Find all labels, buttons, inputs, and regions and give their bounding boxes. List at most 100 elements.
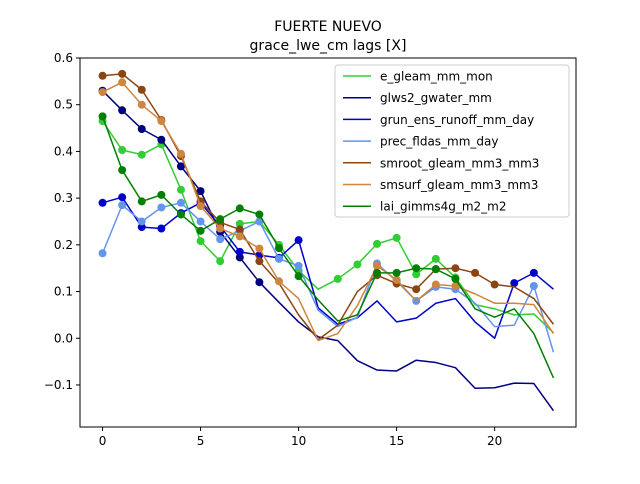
data-point-glws2_gwater_mm-4 xyxy=(176,162,185,171)
legend-label: e_gleam_mm_mon xyxy=(380,70,493,84)
legend-label: prec_fldas_mm_day xyxy=(380,135,499,149)
series-line-glws2_gwater_mm xyxy=(102,90,555,412)
data-point-prec_fldas_mm_day-6 xyxy=(216,235,225,244)
data-point-smsurf_gleam_mm3_mm3-3 xyxy=(157,117,166,126)
data-point-lai_gimms4g_m2_m2-6 xyxy=(216,215,225,224)
data-point-smsurf_gleam_mm3_mm3-8 xyxy=(255,244,264,253)
data-point-prec_fldas_mm_day-2 xyxy=(137,217,146,226)
data-point-smsurf_gleam_mm3_mm3-7 xyxy=(235,232,244,241)
data-point-smsurf_gleam_mm3_mm3-1 xyxy=(118,78,127,87)
data-point-smsurf_gleam_mm3_mm3-5 xyxy=(196,202,205,211)
data-point-lai_gimms4g_m2_m2-3 xyxy=(157,190,166,199)
data-point-grun_ens_runoff_mm_day-2 xyxy=(137,223,146,232)
x-tick-label: 20 xyxy=(487,434,502,448)
data-point-grun_ens_runoff_mm_day-22 xyxy=(529,268,538,277)
data-point-prec_fldas_mm_day-3 xyxy=(157,203,166,212)
data-point-smroot_gleam_mm3_mm3-2 xyxy=(137,85,146,94)
x-tick-label: 5 xyxy=(197,434,205,448)
series-lai_gimms4g_m2_m2 xyxy=(98,112,555,379)
data-point-e_gleam_mm_mon-6 xyxy=(216,257,225,266)
data-point-e_gleam_mm_mon-17 xyxy=(431,254,440,263)
series-line-e_gleam_mm_mon xyxy=(101,120,554,334)
data-point-smsurf_gleam_mm3_mm3-14 xyxy=(373,261,382,270)
legend-label: grun_ens_runoff_mm_day xyxy=(380,113,534,127)
data-point-lai_gimms4g_m2_m2-2 xyxy=(137,197,146,206)
data-point-smroot_gleam_mm3_mm3-8 xyxy=(255,257,264,266)
data-point-smsurf_gleam_mm3_mm3-6 xyxy=(216,224,225,233)
data-point-lai_gimms4g_m2_m2-9 xyxy=(274,244,283,253)
data-point-smsurf_gleam_mm3_mm3-15 xyxy=(392,275,401,284)
x-tick-label: 15 xyxy=(389,434,404,448)
data-point-smsurf_gleam_mm3_mm3-17 xyxy=(431,280,440,289)
x-tick-label: 0 xyxy=(99,434,107,448)
data-point-prec_fldas_mm_day-0 xyxy=(98,249,107,258)
data-point-prec_fldas_mm_day-10 xyxy=(294,261,303,270)
plot-area xyxy=(98,69,555,412)
data-point-lai_gimms4g_m2_m2-18 xyxy=(451,274,460,283)
data-point-prec_fldas_mm_day-22 xyxy=(529,281,538,290)
y-tick-label: −0.1 xyxy=(44,378,73,392)
y-tick-label: 0.5 xyxy=(54,98,73,112)
data-point-glws2_gwater_mm-5 xyxy=(196,187,205,196)
data-point-grun_ens_runoff_mm_day-10 xyxy=(294,236,303,245)
legend-label: smsurf_gleam_mm3_mm3 xyxy=(380,178,538,192)
data-point-e_gleam_mm_mon-16 xyxy=(412,270,421,279)
data-point-prec_fldas_mm_day-1 xyxy=(118,201,127,210)
data-point-lai_gimms4g_m2_m2-1 xyxy=(118,166,127,175)
data-point-smsurf_gleam_mm3_mm3-9 xyxy=(274,277,283,286)
data-point-lai_gimms4g_m2_m2-0 xyxy=(98,112,107,121)
data-point-glws2_gwater_mm-3 xyxy=(157,135,166,144)
data-point-lai_gimms4g_m2_m2-5 xyxy=(196,226,205,235)
y-tick-label: 0.6 xyxy=(54,51,73,65)
data-point-grun_ens_runoff_mm_day-7 xyxy=(235,247,244,256)
plot-frame xyxy=(79,57,577,428)
data-point-lai_gimms4g_m2_m2-17 xyxy=(431,265,440,274)
axes: 0 5 10 15 20 −0.1 0.0 0.1 0.2 0.3 0.4 0.5 0.6 xyxy=(44,51,502,448)
x-tick-label: 10 xyxy=(291,434,306,448)
data-point-lai_gimms4g_m2_m2-10 xyxy=(294,272,303,281)
data-point-prec_fldas_mm_day-5 xyxy=(196,217,205,226)
series-line-lai_gimms4g_m2_m2 xyxy=(101,116,555,379)
data-point-e_gleam_mm_mon-5 xyxy=(196,237,205,246)
legend-box xyxy=(334,64,570,218)
data-point-lai_gimms4g_m2_m2-8 xyxy=(255,210,264,219)
y-tick-label: 0.0 xyxy=(54,331,73,345)
data-point-grun_ens_runoff_mm_day-21 xyxy=(510,279,519,288)
y-tick-label: 0.2 xyxy=(54,238,73,252)
data-point-e_gleam_mm_mon-12 xyxy=(333,274,342,283)
data-point-e_gleam_mm_mon-2 xyxy=(137,150,146,159)
series-smsurf_gleam_mm3_mm3 xyxy=(98,78,555,342)
data-point-smsurf_gleam_mm3_mm3-4 xyxy=(176,149,185,158)
data-point-e_gleam_mm_mon-7 xyxy=(235,219,244,228)
data-point-e_gleam_mm_mon-13 xyxy=(353,260,362,269)
data-point-smroot_gleam_mm3_mm3-19 xyxy=(471,268,480,277)
data-point-prec_fldas_mm_day-8 xyxy=(255,217,264,226)
legend: e_gleam_mm_mon glws2_gwater_mm grun_ens_ru… xyxy=(334,64,570,218)
data-point-smroot_gleam_mm3_mm3-0 xyxy=(98,71,107,80)
data-point-lai_gimms4g_m2_m2-16 xyxy=(412,264,421,273)
data-point-grun_ens_runoff_mm_day-3 xyxy=(157,224,166,233)
series-e_gleam_mm_mon xyxy=(98,117,554,334)
data-point-e_gleam_mm_mon-4 xyxy=(176,185,185,194)
series-line-smsurf_gleam_mm3_mm3 xyxy=(102,81,555,342)
data-point-e_gleam_mm_mon-15 xyxy=(392,233,401,242)
data-point-smroot_gleam_mm3_mm3-16 xyxy=(412,285,421,294)
data-point-e_gleam_mm_mon-14 xyxy=(373,239,382,248)
data-point-prec_fldas_mm_day-9 xyxy=(274,254,283,263)
legend-label: glws2_gwater_mm xyxy=(380,91,492,105)
data-point-lai_gimms4g_m2_m2-15 xyxy=(392,268,401,277)
data-point-glws2_gwater_mm-7 xyxy=(235,253,244,262)
data-point-smroot_gleam_mm3_mm3-1 xyxy=(118,69,127,78)
y-tick-label: 0.3 xyxy=(54,191,73,205)
legend-label: lai_gimms4g_m2_m2 xyxy=(380,200,507,214)
series-glws2_gwater_mm xyxy=(98,86,555,412)
data-point-glws2_gwater_mm-8 xyxy=(255,278,264,287)
data-point-lai_gimms4g_m2_m2-14 xyxy=(373,268,382,277)
data-point-prec_fldas_mm_day-4 xyxy=(176,198,185,207)
data-point-smsurf_gleam_mm3_mm3-0 xyxy=(98,88,107,97)
data-point-smroot_gleam_mm3_mm3-20 xyxy=(490,280,499,289)
data-point-smroot_gleam_mm3_mm3-18 xyxy=(451,264,460,273)
data-point-grun_ens_runoff_mm_day-1 xyxy=(118,193,127,202)
